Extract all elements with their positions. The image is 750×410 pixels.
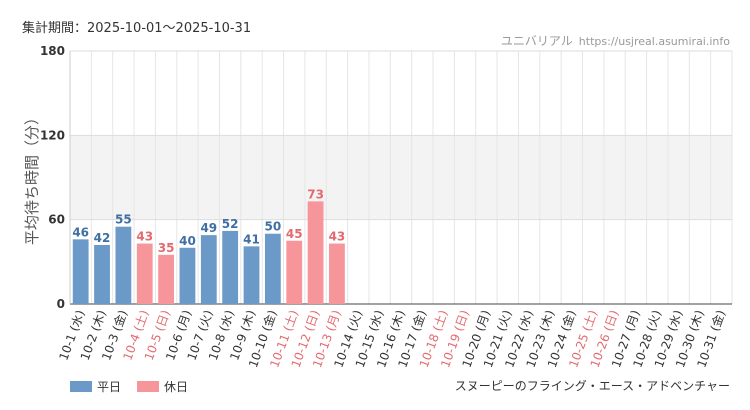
data-label: 46 [72,225,89,239]
y-tick-label: 0 [57,297,65,311]
period-label: 集計期間：2025-10-01〜2025-10-31 [22,21,252,36]
bar [286,240,303,304]
site-name: ユニバリアル [500,34,573,48]
data-label: 50 [265,220,282,234]
y-tick-label: 120 [40,128,65,142]
bar [72,239,89,304]
bar [115,226,132,304]
bar [222,230,239,304]
data-label: 45 [286,227,303,241]
legend-weekday-label: 平日 [97,380,122,394]
bar [158,254,174,304]
bar [329,243,345,304]
data-label: 43 [329,230,346,244]
legend-holiday: 休日 [137,378,188,395]
legend-weekday: 平日 [70,378,121,395]
data-label: 35 [158,241,175,255]
bar [200,235,217,304]
y-tick-label: 60 [48,213,65,227]
legend-holiday-swatch [137,381,160,392]
data-label: 42 [94,231,111,245]
legend-weekday-swatch [70,381,92,392]
bar [136,243,153,304]
data-label: 43 [136,230,153,244]
site-credit: ユニバリアル https://usjreal.asumirai.info [501,32,730,49]
site-url[interactable]: https://usjreal.asumirai.info [578,35,730,48]
attraction-name: スヌーピーのフライング・エース・アドベンチャー [454,379,730,393]
y-axis-label: 平均待ち時間（分） [23,110,41,245]
bar [307,201,324,304]
data-label: 52 [222,217,239,231]
shaded-band [70,135,732,220]
bar [243,246,260,304]
data-label: 73 [307,187,324,201]
legend-holiday-label: 休日 [164,380,189,394]
data-label: 41 [243,232,260,246]
y-tick-label: 180 [40,44,65,58]
legend: 平日 休日 [70,378,204,395]
bar [94,244,110,304]
data-label: 49 [200,221,217,235]
data-label: 40 [179,234,196,248]
bar [264,233,281,304]
bar [179,247,196,304]
data-label: 55 [115,213,132,227]
